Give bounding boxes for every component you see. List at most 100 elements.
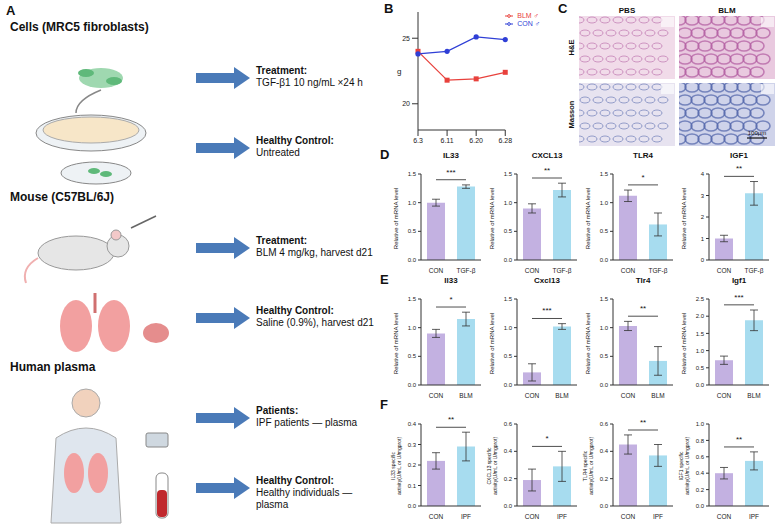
svg-text:CON: CON <box>525 267 540 274</box>
svg-text:***: *** <box>542 306 551 315</box>
svg-text:0.0: 0.0 <box>600 257 609 263</box>
svg-text:0.8: 0.8 <box>696 438 705 444</box>
svg-text:0.2: 0.2 <box>696 487 705 493</box>
svg-text:TGF-β: TGF-β <box>649 267 668 274</box>
svg-text:**: ** <box>448 415 454 424</box>
svg-text:1.5: 1.5 <box>600 296 609 302</box>
svg-text:0.1: 0.1 <box>408 483 417 489</box>
svg-text:6.11: 6.11 <box>441 137 454 144</box>
svg-text:0.0: 0.0 <box>600 382 609 388</box>
svg-text:0.0: 0.0 <box>504 257 513 263</box>
svg-text:*: * <box>545 434 548 443</box>
svg-text:6.20: 6.20 <box>469 137 483 144</box>
svg-text:IPF: IPF <box>749 513 759 520</box>
svg-text:1.5: 1.5 <box>504 296 513 302</box>
svg-text:1.0: 1.0 <box>696 421 705 427</box>
svg-text:BLM: BLM <box>747 392 760 399</box>
svg-text:*: * <box>641 173 644 182</box>
svg-text:0.0: 0.0 <box>600 503 609 509</box>
svg-text:BLM: BLM <box>651 392 664 399</box>
svg-text:CON: CON <box>717 513 732 520</box>
svg-text:0.2: 0.2 <box>504 476 513 482</box>
svg-text:1.0: 1.0 <box>504 200 513 206</box>
svg-text:IPF: IPF <box>557 513 567 520</box>
svg-text:BLM: BLM <box>459 392 472 399</box>
svg-text:2.5: 2.5 <box>696 296 705 302</box>
svg-text:6.3: 6.3 <box>413 137 423 144</box>
svg-text:0.5: 0.5 <box>408 353 417 359</box>
svg-text:100μm: 100μm <box>748 130 766 136</box>
svg-text:CON: CON <box>525 392 540 399</box>
svg-text:CON: CON <box>429 267 444 274</box>
svg-text:0.5: 0.5 <box>408 228 417 234</box>
svg-text:1.5: 1.5 <box>600 171 609 177</box>
svg-text:IPF: IPF <box>461 513 471 520</box>
svg-text:1.0: 1.0 <box>600 200 609 206</box>
svg-text:2: 2 <box>701 214 705 220</box>
svg-text:CON: CON <box>717 267 732 274</box>
svg-text:H&E: H&E <box>567 40 576 56</box>
svg-text:CON: CON <box>621 513 636 520</box>
svg-text:BLM: BLM <box>718 6 736 15</box>
svg-text:IPF: IPF <box>653 513 663 520</box>
svg-text:CON: CON <box>621 267 636 274</box>
svg-text:0.5: 0.5 <box>504 353 513 359</box>
svg-text:1.0: 1.0 <box>408 200 417 206</box>
svg-text:0.4: 0.4 <box>600 448 609 454</box>
svg-text:CON: CON <box>717 392 732 399</box>
svg-text:*: * <box>449 295 452 304</box>
svg-text:CON: CON <box>525 513 540 520</box>
svg-text:CON: CON <box>429 513 444 520</box>
svg-text:0.3: 0.3 <box>408 442 417 448</box>
svg-text:0.0: 0.0 <box>408 503 417 509</box>
svg-text:1.0: 1.0 <box>408 325 417 331</box>
svg-text:0.0: 0.0 <box>504 382 513 388</box>
svg-text:0.0: 0.0 <box>408 382 417 388</box>
svg-text:**: ** <box>640 418 646 427</box>
svg-text:**: ** <box>544 166 550 175</box>
svg-text:0.5: 0.5 <box>600 353 609 359</box>
svg-text:Masson: Masson <box>567 100 576 128</box>
svg-text:2.0: 2.0 <box>696 313 705 319</box>
svg-text:1.0: 1.0 <box>504 325 513 331</box>
svg-text:1.5: 1.5 <box>408 171 417 177</box>
svg-text:**: ** <box>736 164 742 173</box>
svg-text:0.2: 0.2 <box>600 476 609 482</box>
svg-text:0.0: 0.0 <box>696 382 705 388</box>
svg-text:0.5: 0.5 <box>600 228 609 234</box>
svg-text:6.28: 6.28 <box>498 137 512 144</box>
svg-text:1.5: 1.5 <box>504 171 513 177</box>
svg-text:0.4: 0.4 <box>408 421 417 427</box>
svg-text:1: 1 <box>701 236 705 242</box>
svg-text:CON: CON <box>621 392 636 399</box>
svg-text:TGF-β: TGF-β <box>745 267 764 274</box>
svg-text:0.2: 0.2 <box>408 462 417 468</box>
svg-text:TGF-β: TGF-β <box>553 267 572 274</box>
svg-text:0.5: 0.5 <box>696 365 705 371</box>
svg-text:0.0: 0.0 <box>696 503 705 509</box>
svg-text:**: ** <box>640 304 646 313</box>
svg-text:1.5: 1.5 <box>696 331 705 337</box>
svg-text:TGF-β: TGF-β <box>457 267 476 274</box>
svg-text:4: 4 <box>701 171 705 177</box>
svg-text:0.6: 0.6 <box>600 421 609 427</box>
svg-text:**: ** <box>736 435 742 444</box>
svg-text:1.5: 1.5 <box>408 296 417 302</box>
svg-text:g: g <box>397 67 401 76</box>
svg-text:0.0: 0.0 <box>408 257 417 263</box>
svg-text:***: *** <box>734 293 743 302</box>
svg-text:***: *** <box>446 168 455 177</box>
svg-text:0.4: 0.4 <box>504 448 513 454</box>
svg-text:0.4: 0.4 <box>696 470 705 476</box>
svg-text:0.0: 0.0 <box>504 503 513 509</box>
svg-text:0.6: 0.6 <box>504 421 513 427</box>
svg-text:1.0: 1.0 <box>696 348 705 354</box>
svg-text:1.0: 1.0 <box>600 325 609 331</box>
svg-text:PBS: PBS <box>619 6 636 15</box>
svg-text:CON: CON <box>429 392 444 399</box>
svg-text:25: 25 <box>402 35 410 42</box>
svg-text:0: 0 <box>701 257 705 263</box>
svg-text:0.6: 0.6 <box>696 454 705 460</box>
svg-text:20: 20 <box>402 100 410 107</box>
svg-text:0.5: 0.5 <box>504 228 513 234</box>
